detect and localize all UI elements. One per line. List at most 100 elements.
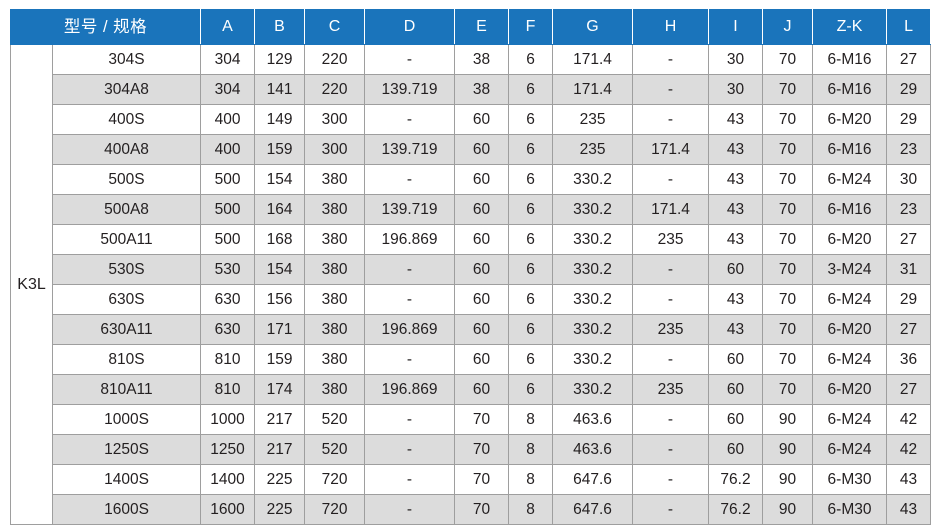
cell-l: 43: [887, 495, 931, 525]
cell-c: 220: [305, 45, 365, 75]
cell-g: 330.2: [553, 255, 633, 285]
cell-d: -: [365, 405, 455, 435]
cell-c: 380: [305, 345, 365, 375]
cell-i: 76.2: [709, 495, 763, 525]
cell-h: 171.4: [633, 195, 709, 225]
cell-model: 1250S: [53, 435, 201, 465]
cell-zk: 6-M30: [813, 465, 887, 495]
cell-l: 23: [887, 135, 931, 165]
cell-e: 38: [455, 75, 509, 105]
cell-b: 217: [255, 435, 305, 465]
cell-a: 400: [201, 135, 255, 165]
cell-h: -: [633, 285, 709, 315]
cell-d: -: [365, 465, 455, 495]
cell-g: 647.6: [553, 465, 633, 495]
cell-zk: 6-M24: [813, 345, 887, 375]
cell-e: 60: [455, 225, 509, 255]
cell-f: 6: [509, 75, 553, 105]
cell-d: -: [365, 255, 455, 285]
cell-e: 60: [455, 165, 509, 195]
cell-e: 60: [455, 135, 509, 165]
cell-zk: 6-M24: [813, 165, 887, 195]
cell-zk: 6-M16: [813, 45, 887, 75]
cell-d: -: [365, 435, 455, 465]
cell-b: 154: [255, 165, 305, 195]
cell-l: 30: [887, 165, 931, 195]
cell-c: 300: [305, 135, 365, 165]
cell-b: 129: [255, 45, 305, 75]
cell-l: 42: [887, 405, 931, 435]
cell-b: 159: [255, 345, 305, 375]
cell-g: 330.2: [553, 345, 633, 375]
cell-model: 810A11: [53, 375, 201, 405]
cell-f: 6: [509, 45, 553, 75]
cell-j: 70: [763, 75, 813, 105]
cell-i: 60: [709, 255, 763, 285]
cell-f: 6: [509, 315, 553, 345]
cell-d: -: [365, 165, 455, 195]
cell-e: 70: [455, 405, 509, 435]
cell-i: 43: [709, 105, 763, 135]
cell-e: 60: [455, 255, 509, 285]
column-header-h: H: [633, 10, 709, 45]
cell-i: 30: [709, 75, 763, 105]
cell-g: 647.6: [553, 495, 633, 525]
column-header-l: L: [887, 10, 931, 45]
cell-l: 27: [887, 375, 931, 405]
cell-zk: 6-M20: [813, 225, 887, 255]
cell-model: 1000S: [53, 405, 201, 435]
cell-f: 6: [509, 135, 553, 165]
cell-a: 630: [201, 285, 255, 315]
cell-d: -: [365, 45, 455, 75]
cell-b: 159: [255, 135, 305, 165]
cell-e: 60: [455, 105, 509, 135]
cell-h: -: [633, 165, 709, 195]
cell-d: -: [365, 495, 455, 525]
cell-f: 6: [509, 105, 553, 135]
cell-i: 60: [709, 435, 763, 465]
table-body: K3L304S304129220-386171.4-30706-M1627283…: [11, 45, 931, 525]
cell-b: 149: [255, 105, 305, 135]
cell-e: 60: [455, 375, 509, 405]
column-header-j: J: [763, 10, 813, 45]
cell-b: 225: [255, 465, 305, 495]
cell-f: 6: [509, 345, 553, 375]
cell-h: -: [633, 435, 709, 465]
cell-j: 70: [763, 225, 813, 255]
cell-l: 29: [887, 285, 931, 315]
cell-a: 500: [201, 195, 255, 225]
cell-a: 1250: [201, 435, 255, 465]
cell-i: 76.2: [709, 465, 763, 495]
cell-c: 220: [305, 75, 365, 105]
cell-f: 6: [509, 165, 553, 195]
cell-c: 380: [305, 165, 365, 195]
cell-i: 43: [709, 135, 763, 165]
column-header-f: F: [509, 10, 553, 45]
cell-f: 6: [509, 225, 553, 255]
cell-a: 304: [201, 45, 255, 75]
cell-l: 23: [887, 195, 931, 225]
cell-h: 171.4: [633, 135, 709, 165]
cell-i: 60: [709, 405, 763, 435]
cell-d: 196.869: [365, 225, 455, 255]
cell-b: 217: [255, 405, 305, 435]
cell-j: 70: [763, 375, 813, 405]
cell-l: 42: [887, 435, 931, 465]
cell-c: 720: [305, 495, 365, 525]
cell-j: 70: [763, 135, 813, 165]
cell-e: 70: [455, 465, 509, 495]
cell-c: 380: [305, 195, 365, 225]
cell-h: -: [633, 405, 709, 435]
cell-b: 174: [255, 375, 305, 405]
cell-j: 70: [763, 345, 813, 375]
cell-c: 380: [305, 375, 365, 405]
cell-g: 171.4: [553, 75, 633, 105]
